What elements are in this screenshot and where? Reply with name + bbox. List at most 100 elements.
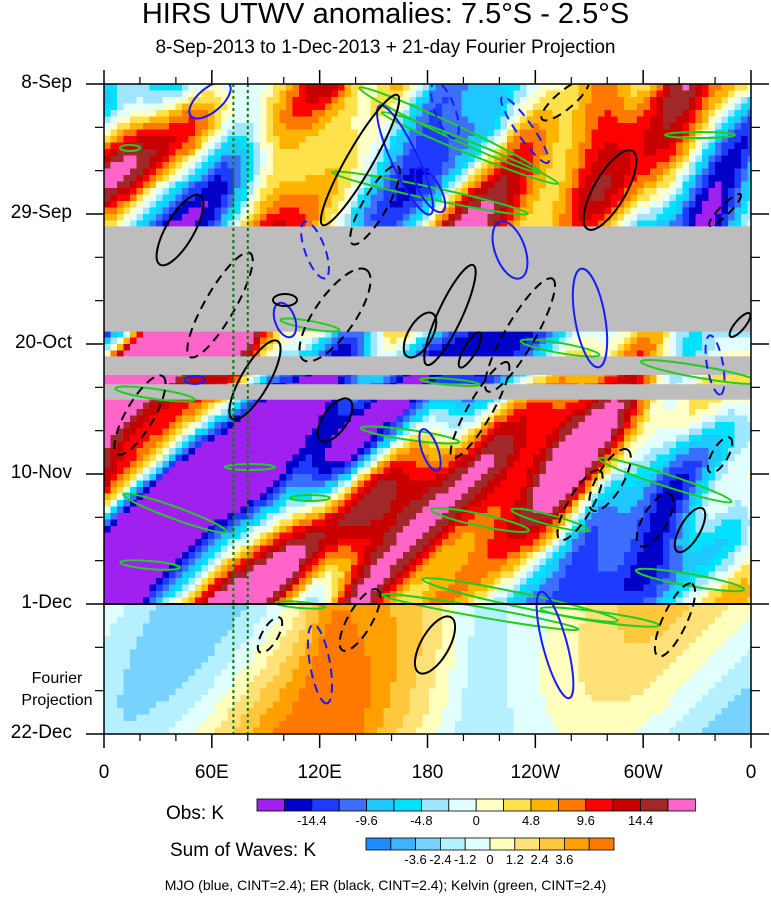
heat-cell	[461, 110, 469, 118]
heat-cell	[591, 116, 599, 124]
heat-cell	[195, 136, 203, 144]
heat-cell	[266, 350, 274, 358]
heat-cell	[734, 181, 742, 189]
heat-cell	[435, 103, 443, 111]
heat-cell	[351, 110, 359, 118]
heat-cell	[266, 220, 274, 228]
heat-cell	[552, 110, 560, 118]
heat-cell	[221, 376, 229, 384]
heat-cell	[520, 168, 528, 176]
heat-cell	[338, 402, 346, 410]
heat-cell	[136, 350, 144, 358]
heat-cell	[481, 97, 489, 105]
heat-cell	[130, 149, 138, 157]
heat-cell	[214, 155, 222, 163]
heat-cell	[546, 331, 554, 339]
heat-cell	[396, 181, 404, 189]
heat-cell	[396, 162, 404, 170]
heat-cell	[507, 110, 515, 118]
heat-cell	[357, 344, 365, 352]
heat-cell	[448, 162, 456, 170]
heat-cell	[409, 201, 417, 209]
heat-cell	[715, 337, 723, 345]
heat-cell	[156, 155, 164, 163]
heat-cell	[500, 214, 508, 222]
heat-cell	[208, 84, 216, 92]
heat-cell	[676, 188, 684, 196]
heat-cell	[624, 136, 632, 144]
heat-cell	[682, 201, 690, 209]
heat-cell	[617, 201, 625, 209]
heat-cell	[188, 181, 196, 189]
heat-cell	[481, 220, 489, 228]
heat-cell	[695, 155, 703, 163]
heat-cell	[117, 155, 125, 163]
heat-cell	[162, 201, 170, 209]
heat-cell	[403, 116, 411, 124]
heat-cell	[708, 110, 716, 118]
heat-cell	[104, 162, 112, 170]
heat-cell	[403, 155, 411, 163]
heat-cell	[156, 376, 164, 384]
heat-cell	[663, 110, 671, 118]
heat-cell	[234, 214, 242, 222]
heat-cell	[565, 175, 573, 183]
heat-cell	[507, 129, 515, 137]
heat-cell	[162, 220, 170, 228]
heat-cell	[435, 116, 443, 124]
heat-cell	[455, 175, 463, 183]
heat-cell	[572, 188, 580, 196]
heat-cell	[546, 350, 554, 358]
heat-cell	[559, 142, 567, 150]
heat-cell	[461, 123, 469, 131]
heat-cell	[370, 168, 378, 176]
heat-cell	[637, 376, 645, 384]
heat-cell	[500, 181, 508, 189]
heat-cell	[552, 194, 560, 202]
heat-cell	[728, 188, 736, 196]
heat-cell	[637, 201, 645, 209]
heat-cell	[507, 84, 515, 92]
heat-cell	[702, 194, 710, 202]
heat-cell	[682, 116, 690, 124]
heat-cell	[390, 376, 398, 384]
heat-cell	[455, 90, 463, 98]
heat-cell	[591, 110, 599, 118]
heat-cell	[676, 97, 684, 105]
heat-cell	[260, 116, 268, 124]
heat-cell	[715, 207, 723, 215]
heat-cell	[513, 149, 521, 157]
heat-cell	[312, 84, 320, 92]
heat-cell	[305, 155, 313, 163]
heat-cell	[149, 110, 157, 118]
heat-cell	[481, 201, 489, 209]
heat-cell	[357, 110, 365, 118]
heat-cell	[234, 90, 242, 98]
heat-cell	[266, 116, 274, 124]
heat-cell	[721, 214, 729, 222]
heat-cell	[162, 142, 170, 150]
heat-cell	[546, 376, 554, 384]
heat-cell	[286, 350, 294, 358]
heat-cell	[396, 116, 404, 124]
heat-cell	[559, 181, 567, 189]
heat-cell	[370, 136, 378, 144]
heat-cell	[377, 175, 385, 183]
heat-cell	[175, 194, 183, 202]
heat-cell	[604, 188, 612, 196]
heat-cell	[279, 214, 287, 222]
heat-cell	[468, 350, 476, 358]
heat-cell	[526, 129, 534, 137]
heat-cell	[260, 402, 268, 410]
heat-cell	[214, 123, 222, 131]
heat-cell	[390, 331, 398, 339]
heat-cell	[721, 84, 729, 92]
heat-cell	[357, 337, 365, 345]
heat-cell	[474, 188, 482, 196]
heat-cell	[526, 116, 534, 124]
heat-cell	[266, 155, 274, 163]
heat-cell	[643, 331, 651, 339]
heat-cell	[676, 110, 684, 118]
heat-cell	[221, 116, 229, 124]
heat-cell	[175, 337, 183, 345]
